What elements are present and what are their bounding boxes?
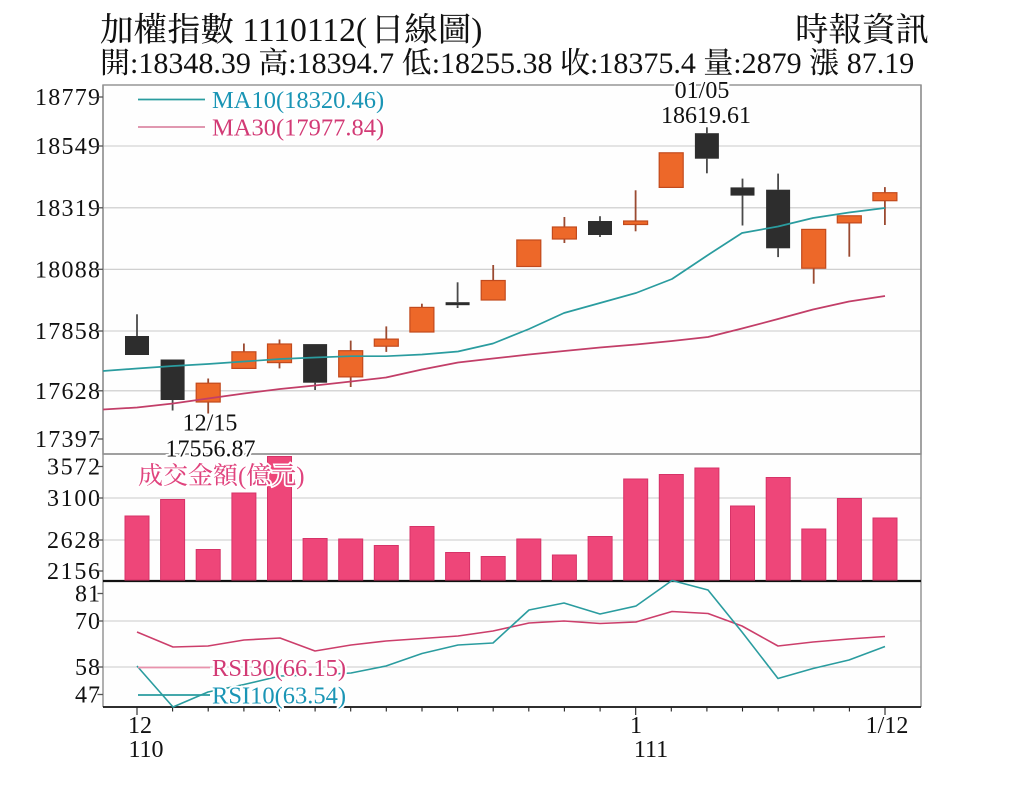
svg-text:2628: 2628 — [47, 528, 100, 554]
svg-text:1/12: 1/12 — [866, 713, 909, 739]
svg-text:17556.87: 17556.87 — [166, 437, 256, 463]
svg-text:3100: 3100 — [47, 486, 100, 512]
svg-text:RSI10(63.54): RSI10(63.54) — [212, 683, 346, 710]
svg-text:3572: 3572 — [47, 455, 100, 481]
svg-text:110: 110 — [128, 737, 163, 763]
svg-text::18348.39: :18348.39 — [130, 47, 258, 80]
svg-text:18779: 18779 — [35, 85, 100, 111]
svg-text:): ) — [296, 463, 304, 490]
svg-text:18088: 18088 — [35, 257, 100, 283]
svg-text:): ) — [296, 463, 304, 490]
svg-text:17397: 17397 — [35, 427, 100, 453]
svg-text:58: 58 — [75, 655, 100, 681]
svg-text:18549: 18549 — [35, 134, 100, 160]
svg-text:81: 81 — [75, 582, 100, 608]
svg-text:2156: 2156 — [47, 559, 100, 585]
svg-text:(: ( — [238, 463, 246, 490]
svg-text:RSI30(66.15): RSI30(66.15) — [212, 655, 346, 682]
svg-text::18255.38: :18255.38 — [432, 47, 560, 80]
svg-text:MA10(18320.46): MA10(18320.46) — [212, 87, 384, 114]
svg-text:(: ( — [238, 463, 246, 490]
svg-text:1: 1 — [630, 713, 642, 739]
svg-text:47: 47 — [75, 683, 100, 709]
svg-text:17628: 17628 — [35, 379, 100, 405]
svg-text:87.19: 87.19 — [839, 47, 914, 80]
svg-text:111: 111 — [634, 737, 668, 763]
svg-text:18619.61: 18619.61 — [661, 103, 751, 129]
svg-text:1110112(: 1110112( — [234, 12, 367, 49]
svg-text::18375.4: :18375.4 — [590, 47, 703, 80]
svg-text::2879: :2879 — [733, 47, 809, 80]
svg-text:18319: 18319 — [35, 196, 100, 222]
svg-text:17858: 17858 — [35, 319, 100, 345]
svg-text:01/05: 01/05 — [675, 78, 730, 104]
svg-text:12: 12 — [128, 713, 152, 739]
svg-text:70: 70 — [75, 609, 100, 635]
svg-text:12/15: 12/15 — [183, 411, 238, 437]
svg-text::18394.7: :18394.7 — [288, 47, 401, 80]
svg-text:MA30(17977.84): MA30(17977.84) — [212, 115, 384, 142]
svg-text:): ) — [471, 12, 482, 49]
